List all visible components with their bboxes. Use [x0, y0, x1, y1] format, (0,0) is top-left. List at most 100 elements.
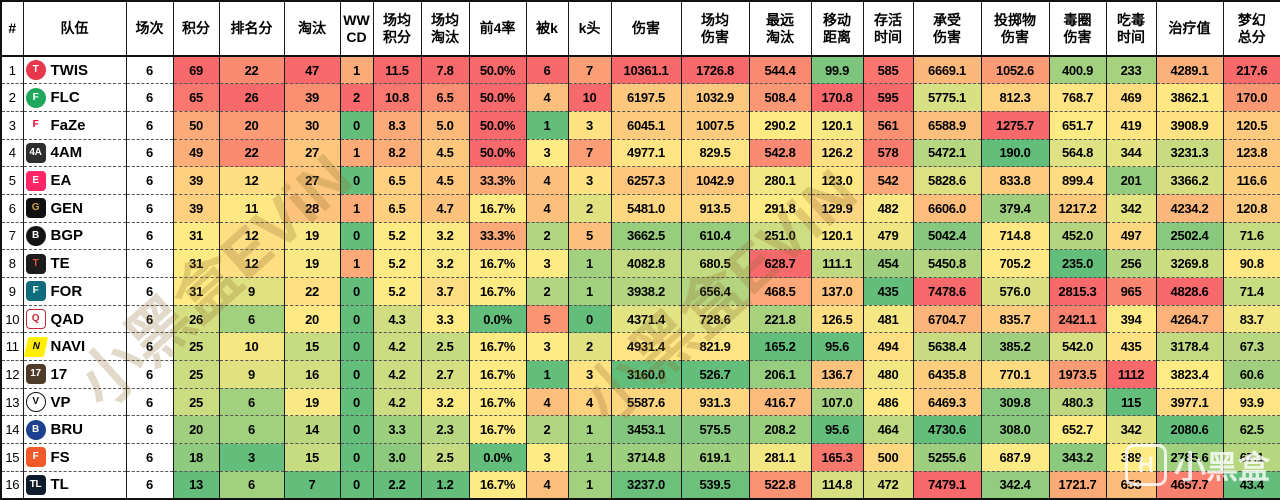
cell-points: 18	[172, 443, 220, 472]
team-logo-4am-icon: 4A	[25, 142, 46, 163]
cell-zone_damage: 899.4	[1048, 166, 1107, 195]
cell-rank: 4	[0, 139, 24, 168]
cell-throwable_damage: 309.8	[980, 388, 1050, 417]
cell-avg_damage: 1726.8	[680, 56, 750, 85]
cell-elims: 15	[283, 443, 341, 472]
cell-rank: 12	[0, 360, 24, 389]
cell-killed_by: 1	[525, 111, 569, 140]
cell-zone_time: 342	[1105, 415, 1157, 445]
col-header-healing: 治疗值	[1155, 0, 1224, 57]
cell-wwcd: 0	[339, 111, 374, 140]
cell-avg_points: 4.2	[372, 360, 422, 389]
col-header-longest_elim: 最远 淘汰	[748, 0, 812, 57]
col-header-move_distance: 移动 距离	[810, 0, 864, 57]
cell-avg_points: 4.3	[372, 305, 422, 334]
cell-zone_damage: 480.3	[1048, 388, 1107, 417]
team-name: TE	[50, 255, 70, 273]
cell-damage_taken: 7478.6	[912, 277, 982, 306]
cell-damage_taken: 6588.9	[912, 111, 982, 140]
cell-throwable_damage: 687.9	[980, 443, 1050, 472]
cell-killed_by: 4	[525, 471, 569, 500]
cell-k_heads: 1	[567, 415, 612, 445]
cell-killed_by: 6	[525, 56, 569, 85]
cell-top4_rate: 0.0%	[468, 305, 527, 334]
col-header-survival_time: 存活 时间	[862, 0, 914, 57]
cell-longest_elim: 281.1	[748, 443, 812, 472]
cell-throwable_damage: 190.0	[980, 139, 1050, 168]
cell-longest_elim: 165.2	[748, 332, 812, 362]
cell-survival_time: 479	[862, 222, 914, 251]
col-header-avg_damage: 场均 伤害	[680, 0, 750, 57]
cell-placement_points: 20	[218, 111, 285, 140]
cell-throwable_damage: 835.7	[980, 305, 1050, 334]
cell-survival_time: 464	[862, 415, 914, 445]
cell-healing: 3977.1	[1155, 388, 1224, 417]
cell-elims: 39	[283, 83, 341, 112]
cell-zone_time: 233	[1105, 56, 1157, 85]
cell-throwable_damage: 385.2	[980, 332, 1050, 362]
table-row: 14 B BRU 6 20 6 14 0 3.3 2.3 16.7% 2 1 3453.1 575.5 208…	[0, 415, 1280, 445]
cell-elims: 19	[283, 388, 341, 417]
cell-wwcd: 0	[339, 277, 374, 306]
cell-fantasy_total: 71.4	[1222, 277, 1280, 306]
cell-points: 25	[172, 388, 220, 417]
cell-matches: 6	[125, 111, 174, 140]
cell-survival_time: 454	[862, 249, 914, 278]
cell-healing: 3862.1	[1155, 83, 1224, 112]
table-row: 11 N NAVI 6 25 10 15 0 4.2 2.5 16.7% 3 2 4931.4 821.9 1…	[0, 332, 1280, 362]
team-name: GEN	[50, 199, 84, 217]
cell-placement_points: 11	[218, 194, 285, 223]
table-row: 4 4A 4AM 6 49 22 27 1 8.2 4.5 50.0% 3 7 4977.1 829.5 54…	[0, 139, 1280, 168]
cell-survival_time: 480	[862, 360, 914, 389]
cell-longest_elim: 280.1	[748, 166, 812, 195]
team-name: TL	[50, 476, 69, 494]
cell-zone_time: 394	[1105, 305, 1157, 334]
cell-damage: 3237.0	[610, 471, 682, 500]
cell-move_distance: 95.6	[810, 415, 864, 445]
cell-longest_elim: 522.8	[748, 471, 812, 500]
team-name: VP	[50, 393, 71, 411]
cell-avg_elims: 2.5	[420, 332, 470, 362]
cell-healing: 3823.4	[1155, 360, 1224, 389]
cell-top4_rate: 50.0%	[468, 56, 527, 85]
cell-throwable_damage: 379.4	[980, 194, 1050, 223]
cell-healing: 3908.9	[1155, 111, 1224, 140]
table-row: 5 E EA 6 39 12 27 0 6.5 4.5 33.3% 4 3 6257.3 1042.9 280…	[0, 166, 1280, 195]
team-logo-twis-icon: T	[25, 60, 46, 81]
cell-wwcd: 0	[339, 222, 374, 251]
cell-killed_by: 5	[525, 305, 569, 334]
cell-rank: 5	[0, 166, 24, 195]
team-name: 4AM	[50, 144, 83, 162]
cell-healing: 4289.1	[1155, 56, 1224, 85]
team-logo-17-icon: 17	[25, 364, 46, 385]
cell-team: TL TL	[22, 471, 127, 500]
cell-zone_damage: 343.2	[1048, 443, 1107, 472]
cell-avg_damage: 619.1	[680, 443, 750, 472]
team-logo-te-icon: T	[25, 253, 46, 274]
cell-avg_points: 3.3	[372, 415, 422, 445]
cell-top4_rate: 50.0%	[468, 139, 527, 168]
table-row: 2 F FLC 6 65 26 39 2 10.8 6.5 50.0% 4 10 6197.5 1032.9…	[0, 83, 1280, 112]
cell-points: 69	[172, 56, 220, 85]
cell-points: 31	[172, 277, 220, 306]
cell-damage_taken: 5828.6	[912, 166, 982, 195]
cell-team: N NAVI	[22, 332, 127, 362]
cell-move_distance: 107.0	[810, 388, 864, 417]
table-row: 8 T TE 6 31 12 19 1 5.2 3.2 16.7% 3 1 4082.8 680.5 628.…	[0, 249, 1280, 278]
col-header-fantasy_total: 梦幻 总分	[1222, 0, 1280, 57]
cell-fantasy_total: 217.6	[1222, 56, 1280, 85]
cell-avg_points: 8.2	[372, 139, 422, 168]
cell-placement_points: 6	[218, 388, 285, 417]
cell-healing: 3231.3	[1155, 139, 1224, 168]
cell-points: 25	[172, 360, 220, 389]
cell-team: 4A 4AM	[22, 139, 127, 168]
cell-matches: 6	[125, 415, 174, 445]
cell-move_distance: 99.9	[810, 56, 864, 85]
cell-avg_elims: 5.0	[420, 111, 470, 140]
team-name: FLC	[50, 89, 80, 107]
cell-team: F FLC	[22, 83, 127, 112]
cell-placement_points: 22	[218, 139, 285, 168]
cell-team: Q QAD	[22, 305, 127, 334]
cell-avg_damage: 829.5	[680, 139, 750, 168]
cell-longest_elim: 251.0	[748, 222, 812, 251]
